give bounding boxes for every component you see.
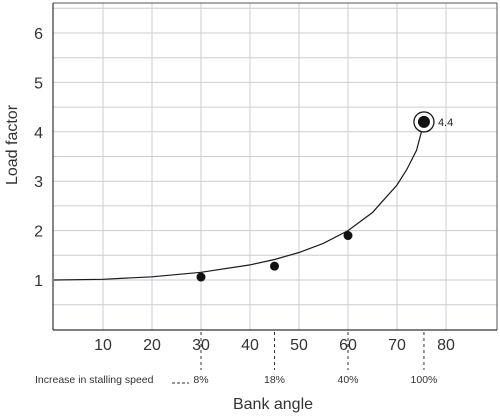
y-tick-label: 5 (34, 75, 43, 92)
y-tick-label: 4 (34, 125, 43, 142)
y-tick-label: 3 (34, 174, 43, 191)
y-tick-label: 1 (34, 273, 43, 290)
load-factor-curve (53, 121, 425, 281)
grid (53, 3, 497, 330)
stalling-speed-value: 8% (193, 374, 208, 386)
x-tick-label: 20 (143, 337, 161, 354)
x-tick-label: 10 (94, 337, 112, 354)
data-point (343, 231, 353, 241)
axes (52, 2, 498, 331)
stalling-speed-value: 18% (264, 374, 285, 386)
y-tick-label: 6 (34, 26, 43, 43)
y-axis-title: Load factor (4, 104, 21, 185)
y-tick-label: 2 (34, 224, 43, 241)
stalling-speed-value: 100% (411, 374, 438, 386)
data-point (196, 272, 206, 282)
curve (53, 121, 425, 281)
data-points: 4.4 (196, 111, 453, 282)
x-tick-label: 80 (437, 337, 455, 354)
stalling-speed-label: Increase in stalling speed (35, 374, 154, 386)
data-point (270, 261, 279, 271)
data-point (417, 115, 430, 128)
x-tick-label: 40 (241, 337, 259, 354)
x-tick-label: 50 (290, 337, 308, 354)
x-tick-label: 70 (388, 337, 406, 354)
stalling-speed-value: 40% (337, 374, 358, 386)
x-axis-title: Bank angle (233, 396, 313, 413)
stalling-speed-row: Increase in stalling speed 8% 18% 40% 100% (35, 332, 437, 386)
data-label: 4.4 (438, 117, 453, 129)
